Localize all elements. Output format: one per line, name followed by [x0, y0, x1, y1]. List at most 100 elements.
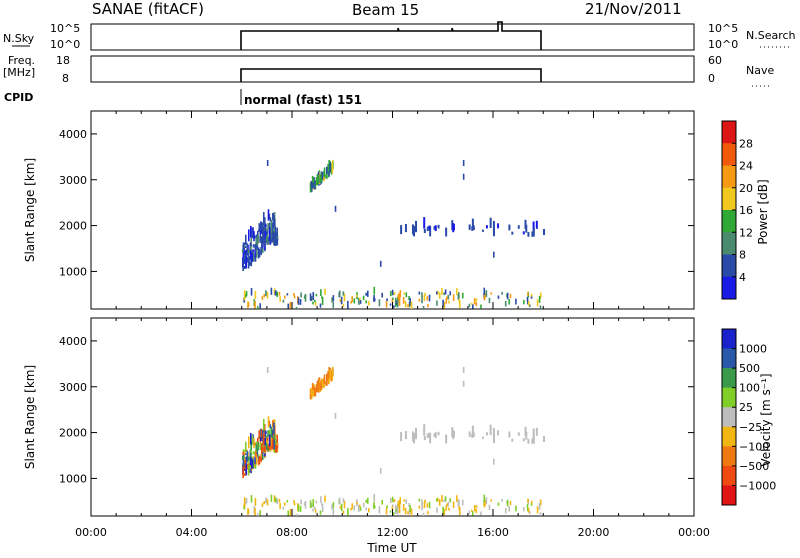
echo-mark	[259, 510, 261, 516]
echo-mark	[334, 412, 337, 419]
echo-mark	[264, 246, 266, 250]
echo-mark	[538, 296, 541, 303]
echo-mark	[483, 293, 486, 301]
echo-mark	[317, 174, 319, 185]
echo-mark	[276, 236, 279, 239]
echo-mark	[527, 439, 530, 444]
echo-mark	[501, 291, 503, 295]
echo-mark	[243, 458, 246, 467]
echo-mark	[436, 507, 438, 513]
echo-mark	[394, 504, 397, 510]
echo-mark	[415, 220, 418, 233]
echo-mark	[418, 505, 421, 509]
echo-mark	[258, 430, 261, 439]
echo-mark	[427, 511, 429, 515]
echo-mark	[511, 438, 514, 442]
echo-mark	[257, 454, 260, 458]
echo-mark	[303, 502, 306, 506]
echo-mark	[373, 286, 376, 295]
echo-mark	[543, 435, 546, 443]
echo-mark	[443, 508, 446, 515]
echo-mark	[244, 441, 247, 452]
echo-mark	[259, 231, 262, 238]
echo-mark	[475, 302, 478, 307]
echo-mark	[250, 288, 253, 296]
echo-mark	[250, 234, 252, 244]
echo-mark	[536, 506, 539, 514]
velocity-colorbar-tick-label: 25	[739, 401, 753, 414]
echo-mark	[263, 429, 266, 436]
echo-mark	[492, 229, 495, 237]
echo-mark	[324, 288, 326, 296]
echo-mark	[392, 504, 394, 507]
echo-mark	[362, 502, 365, 508]
echo-mark	[524, 219, 527, 229]
echo-mark	[328, 378, 330, 384]
echo-mark	[242, 244, 244, 249]
echo-mark	[319, 176, 322, 184]
echo-mark	[255, 444, 258, 451]
velocity-colorbar-tick-label: −100	[739, 440, 769, 453]
echo-mark	[530, 293, 533, 297]
echo-mark	[543, 228, 546, 236]
echo-mark	[244, 234, 247, 245]
echo-mark	[261, 430, 264, 442]
echo-mark	[314, 302, 317, 306]
echo-mark	[539, 512, 542, 516]
echo-mark	[254, 300, 256, 309]
power-colorbar-tick-label: 16	[739, 204, 753, 217]
echo-mark	[396, 506, 399, 515]
echo-mark	[378, 506, 381, 514]
x-tick-label: 12:00	[377, 526, 409, 539]
echo-mark	[359, 506, 362, 511]
echo-mark	[509, 293, 512, 299]
echo-mark	[243, 472, 246, 476]
echo-mark	[508, 224, 511, 231]
echo-mark	[255, 453, 258, 465]
echo-mark	[243, 457, 246, 462]
echo-mark	[389, 290, 392, 297]
echo-mark	[331, 504, 333, 510]
echo-mark	[482, 436, 485, 439]
echo-mark	[462, 160, 465, 166]
echo-mark	[381, 292, 384, 298]
velocity-colorbar-swatch	[722, 407, 736, 428]
echo-mark	[261, 503, 264, 507]
echo-mark	[497, 223, 500, 229]
echo-mark	[323, 377, 325, 384]
echo-mark	[532, 435, 535, 444]
echo-mark	[309, 500, 312, 508]
echo-mark	[247, 229, 250, 242]
echo-mark	[252, 451, 255, 455]
echo-mark	[274, 425, 276, 434]
echo-mark	[473, 505, 476, 512]
echo-mark	[526, 507, 529, 512]
echo-mark	[272, 241, 275, 245]
y-tick-label: 2000	[59, 220, 87, 233]
y-tick-label: 1000	[59, 265, 87, 278]
echo-mark	[325, 381, 328, 384]
echo-mark	[381, 499, 384, 505]
echo-mark	[309, 182, 312, 193]
echo-mark	[391, 298, 394, 304]
echo-mark	[256, 448, 258, 454]
echo-mark	[274, 498, 277, 503]
echo-mark	[435, 498, 438, 502]
echo-mark	[295, 306, 298, 309]
velocity-axes: 4000 3000 2000 1000	[59, 318, 695, 516]
velocity-panel-frame	[90, 317, 695, 517]
echo-mark	[452, 294, 455, 301]
echo-mark	[256, 241, 258, 247]
echo-mark	[423, 294, 426, 301]
freq-left-tick-bottom: 8	[62, 72, 69, 85]
power-colorbar-tick-label: 4	[739, 271, 746, 284]
echo-mark	[273, 232, 276, 243]
echo-mark	[340, 296, 343, 305]
echo-mark	[246, 464, 249, 470]
echo-mark	[266, 230, 269, 234]
echo-mark	[488, 297, 491, 304]
power-colorbar: 28 24 20 16 12 8 4	[721, 120, 753, 300]
echo-mark	[274, 218, 276, 227]
echo-mark	[365, 499, 367, 503]
